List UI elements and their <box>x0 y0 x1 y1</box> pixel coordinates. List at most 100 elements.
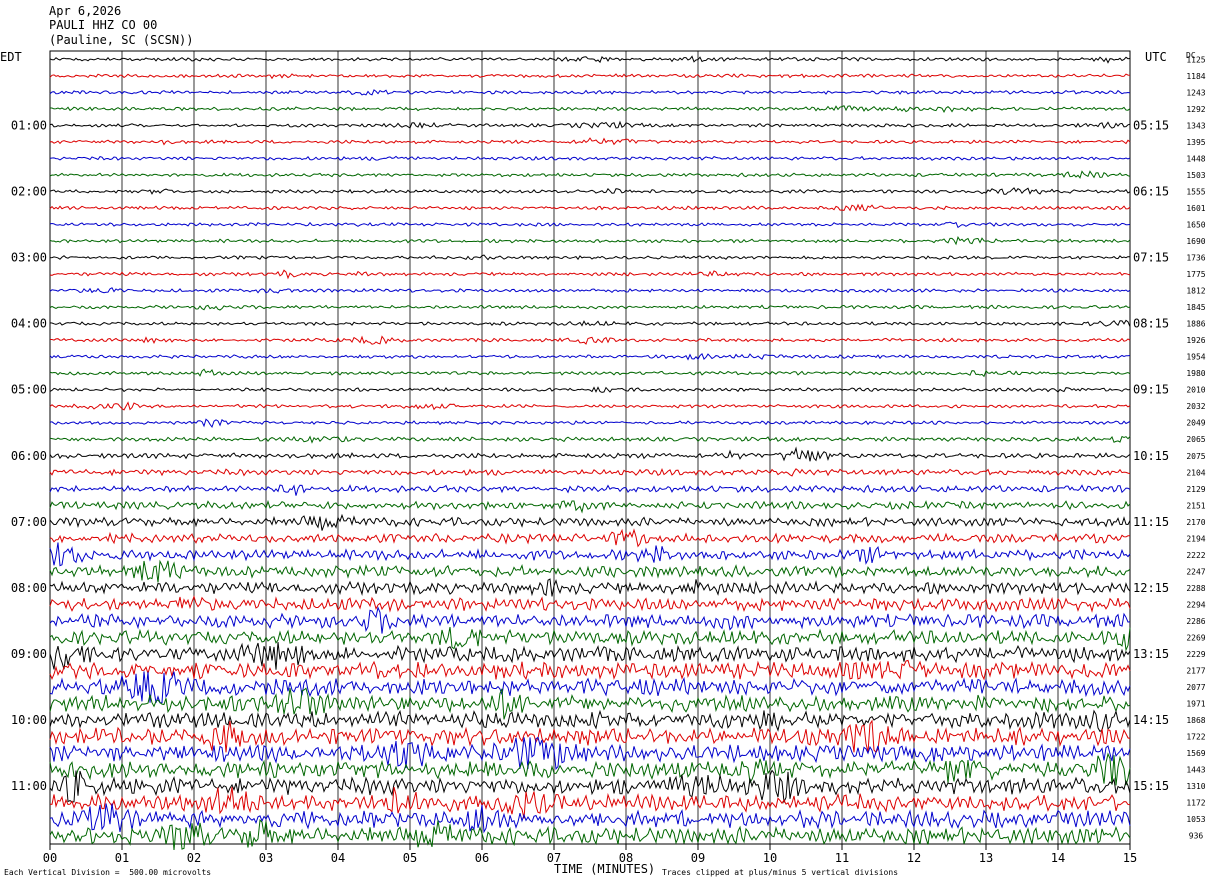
right-hour-label: 08:15 <box>1133 317 1169 331</box>
seismic-trace <box>49 467 1131 477</box>
seismic-trace <box>49 542 1131 567</box>
dc-offset-label: 1569 <box>1186 749 1205 758</box>
seismic-trace <box>49 606 1131 634</box>
dc-offset-label: 1053 <box>1186 815 1205 824</box>
x-tick-label: 10 <box>763 851 777 865</box>
x-tick-label: 07 <box>547 851 561 865</box>
seismic-trace <box>50 105 1131 113</box>
dc-offset-label: 1954 <box>1186 353 1205 362</box>
dc-offset-label: 1980 <box>1186 369 1205 378</box>
x-tick-label: 14 <box>1051 851 1065 865</box>
left-hour-label: 05:00 <box>11 383 47 397</box>
dc-offset-label: 2177 <box>1186 667 1205 676</box>
x-axis-title: TIME (MINUTES) <box>554 862 656 876</box>
dc-offset-label: 1886 <box>1186 320 1205 329</box>
right-hour-label: 09:15 <box>1133 383 1169 397</box>
dc-offset-label: 1650 <box>1186 220 1205 229</box>
seismic-trace <box>49 752 1131 786</box>
right-hour-label: 14:15 <box>1133 713 1169 727</box>
x-tick-label: 05 <box>403 851 417 865</box>
seismic-trace <box>49 319 1131 327</box>
seismic-trace <box>49 819 1131 850</box>
seismic-trace <box>49 155 1131 162</box>
left-hour-label: 09:00 <box>11 647 47 661</box>
x-tick-label: 09 <box>691 851 705 865</box>
x-tick-label: 13 <box>979 851 993 865</box>
station-location: (Pauline, SC (SCSN)) <box>49 33 194 47</box>
dc-offset-label: 2010 <box>1186 386 1205 395</box>
seismic-trace <box>49 642 1131 670</box>
seismic-trace <box>49 736 1131 770</box>
left-hour-label: 06:00 <box>11 449 47 463</box>
dc-offset-label: 1601 <box>1186 204 1205 213</box>
seismic-trace <box>49 595 1131 613</box>
left-timezone-label: EDT <box>0 50 22 64</box>
seismic-trace <box>49 687 1131 720</box>
seismic-trace <box>49 221 1131 229</box>
seismic-trace <box>49 187 1131 195</box>
x-tick-label: 01 <box>115 851 129 865</box>
right-hour-label: 06:15 <box>1133 184 1169 198</box>
dc-offset-label: 1503 <box>1186 171 1205 180</box>
dc-offset-label: 2077 <box>1186 683 1205 692</box>
seismic-trace <box>49 627 1131 652</box>
seismic-trace <box>49 304 1131 311</box>
dc-column-label: DC <box>1186 51 1196 60</box>
dc-offset-label: 1448 <box>1186 154 1205 163</box>
seismic-trace <box>49 235 1131 246</box>
seismic-trace <box>49 55 1131 64</box>
x-tick-label: 04 <box>331 851 345 865</box>
dc-offset-label: 1443 <box>1186 766 1205 775</box>
seismic-trace <box>49 803 1131 834</box>
seismic-trace <box>49 559 1131 583</box>
dc-offset-label: 936 <box>1189 832 1204 841</box>
station-code: PAULI HHZ CO 00 <box>49 18 158 32</box>
x-tick-label: 08 <box>619 851 633 865</box>
dc-offset-label: 2049 <box>1186 419 1205 428</box>
x-tick-label: 12 <box>907 851 921 865</box>
seismic-trace <box>49 769 1131 804</box>
dc-offset-label: 1184 <box>1186 72 1205 81</box>
seismic-trace <box>49 499 1131 514</box>
dc-offset-label: 2194 <box>1186 534 1205 543</box>
left-hour-label: 02:00 <box>11 184 47 198</box>
seismic-trace <box>49 73 1131 80</box>
clipping-note: Traces clipped at plus/minus 5 vertical … <box>662 868 899 877</box>
right-timezone-label: UTC <box>1145 50 1167 64</box>
seismic-trace <box>49 120 1131 130</box>
dc-offset-label: 1172 <box>1186 799 1205 808</box>
x-tick-label: 00 <box>43 851 57 865</box>
seismic-trace <box>49 254 1131 261</box>
plot-grid <box>49 50 1131 850</box>
dc-offset-label: 1310 <box>1186 782 1205 791</box>
dc-offset-label: 2288 <box>1186 584 1205 593</box>
dc-offset-label: 2222 <box>1186 551 1205 560</box>
dc-offset-label: 2294 <box>1186 600 1205 609</box>
seismic-trace <box>49 352 1131 361</box>
dc-offset-label: 1125 <box>1186 55 1205 64</box>
seismic-trace <box>49 368 1131 378</box>
seismic-trace <box>49 659 1131 681</box>
seismic-trace <box>49 137 1131 146</box>
left-hour-label: 10:00 <box>11 713 47 727</box>
dc-offset-label: 2129 <box>1186 485 1205 494</box>
left-hour-label: 01:00 <box>11 118 47 132</box>
seismic-trace <box>49 386 1131 393</box>
seismic-trace <box>49 709 1131 733</box>
axis-labels: 00 01 02 03 04 05 06 07 08 09 10 11 12 13 14 15 1125 1184… <box>11 55 1206 865</box>
dc-offset-label: 1555 <box>1186 187 1205 196</box>
seismic-trace <box>49 203 1131 212</box>
x-tick-label: 11 <box>835 851 849 865</box>
right-hour-label: 11:15 <box>1133 515 1169 529</box>
dc-offset-label: 1243 <box>1186 88 1205 97</box>
seismic-trace <box>49 446 1131 462</box>
dc-offset-label: 2269 <box>1186 633 1205 642</box>
dc-offset-label: 1971 <box>1186 700 1205 709</box>
seismic-trace <box>49 786 1131 819</box>
seismic-trace <box>49 528 1131 548</box>
left-hour-label: 08:00 <box>11 581 47 595</box>
dc-offset-label: 2151 <box>1186 501 1205 510</box>
seismic-trace <box>49 170 1131 179</box>
right-hour-label: 10:15 <box>1133 449 1169 463</box>
